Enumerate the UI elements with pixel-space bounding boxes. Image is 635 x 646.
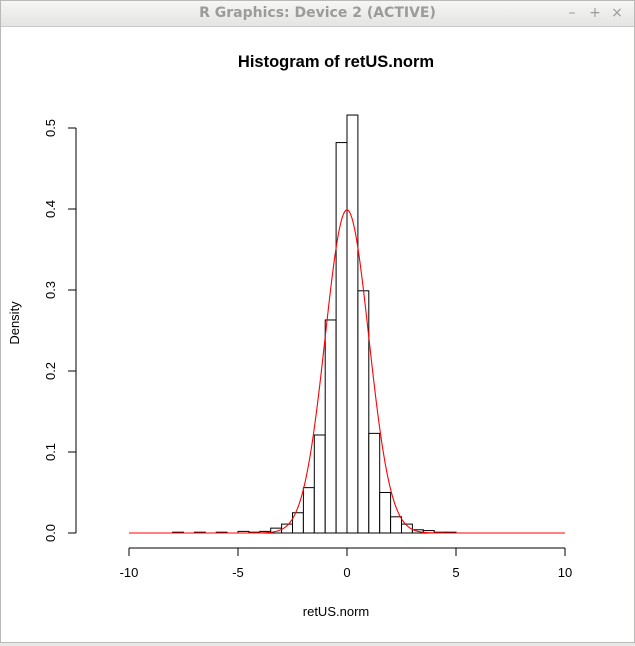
y-tick-label: 0.5: [43, 119, 58, 137]
x-tick-label: -10: [120, 565, 139, 580]
window-titlebar[interactable]: R Graphics: Device 2 (ACTIVE) – + ×: [1, 1, 634, 27]
chart-title: Histogram of retUS.norm: [238, 53, 434, 71]
histogram-bar: [379, 492, 392, 534]
y-axis: 0.0 0.1 0.2 0.3 0.4 0.5: [43, 119, 77, 542]
y-tick-label: 0.4: [43, 200, 58, 218]
histogram-bar: [401, 523, 413, 534]
normal-density-curve: [129, 209, 565, 534]
x-tick-label: -5: [232, 565, 244, 580]
x-tick-label: 5: [452, 565, 459, 580]
histogram-bars: [172, 114, 457, 534]
x-axis: -10 -5 0 5 10: [120, 547, 572, 580]
histogram-bar: [390, 516, 403, 534]
histogram-bar: [346, 114, 359, 534]
close-button[interactable]: ×: [611, 5, 623, 21]
maximize-button[interactable]: +: [589, 5, 601, 21]
x-axis-label: retUS.norm: [303, 604, 369, 619]
histogram-bar: [302, 487, 315, 534]
histogram-bar: [324, 319, 337, 534]
x-tick-label: 10: [558, 565, 572, 580]
histogram-bar: [335, 142, 348, 534]
histogram-plot: Histogram of retUS.norm -10 -5 0 5 10 0.0 0.1…: [7, 53, 572, 619]
y-tick-label: 0.0: [43, 524, 58, 542]
histogram-bar: [313, 434, 326, 534]
plot-canvas: Histogram of retUS.norm -10 -5 0 5 10 0.0 0.1…: [1, 27, 634, 642]
y-tick-label: 0.3: [43, 281, 58, 299]
histogram-bar: [368, 432, 381, 534]
y-tick-label: 0.2: [43, 362, 58, 380]
y-tick-label: 0.1: [43, 443, 58, 461]
y-axis-label: Density: [7, 301, 22, 345]
window-title: R Graphics: Device 2 (ACTIVE): [199, 5, 436, 21]
minimize-button[interactable]: –: [568, 5, 576, 21]
x-tick-label: 0: [343, 565, 350, 580]
